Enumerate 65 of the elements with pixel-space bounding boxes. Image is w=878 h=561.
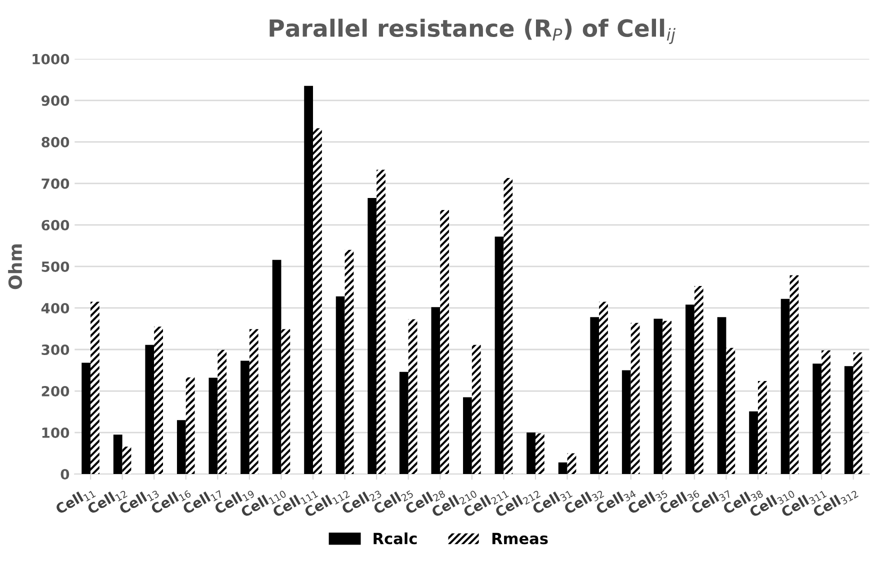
bar	[304, 86, 314, 474]
y-tick-label: 700	[42, 178, 70, 189]
y-tick-label: 0	[60, 469, 70, 480]
bar	[313, 128, 322, 474]
bar	[431, 307, 440, 474]
bar	[344, 250, 354, 474]
bar	[844, 366, 854, 474]
bar	[399, 372, 408, 474]
bar	[694, 286, 704, 474]
bar	[208, 378, 218, 474]
bar	[272, 260, 282, 474]
bar	[812, 364, 822, 474]
y-tick-label: 200	[42, 386, 70, 396]
bar	[440, 210, 450, 474]
bar	[526, 432, 536, 474]
bar	[726, 348, 736, 474]
y-tick-label: 400	[41, 302, 70, 314]
bar	[717, 317, 726, 474]
bar	[590, 317, 600, 474]
bar	[122, 446, 132, 474]
bar	[408, 319, 418, 474]
bar	[535, 433, 544, 474]
y-tick-label: 800	[42, 136, 70, 148]
y-tick-label: 1000	[32, 54, 70, 64]
bar	[654, 318, 663, 474]
bar	[90, 302, 100, 474]
legend-label: Rcalc	[374, 532, 417, 544]
bar	[749, 411, 758, 474]
bar	[822, 350, 830, 474]
bar	[472, 344, 481, 474]
legend-label: Rmeas	[492, 532, 548, 544]
bar	[218, 350, 227, 474]
bar	[186, 377, 195, 474]
bar	[630, 322, 640, 474]
bar	[790, 275, 799, 474]
bar	[780, 298, 790, 474]
bar	[558, 462, 568, 474]
y-tick-label: 300	[42, 344, 70, 355]
bar	[504, 178, 513, 474]
bar	[82, 362, 91, 474]
bar	[145, 344, 154, 474]
bar	[494, 236, 504, 474]
bar	[758, 381, 767, 474]
chart-title: Parallel resistance (R$_{P}$) of Cell$_{ij}$	[270, 18, 676, 44]
bar	[368, 198, 377, 474]
bar	[567, 453, 576, 474]
bar	[599, 302, 608, 474]
bar	[686, 304, 694, 474]
bar	[853, 352, 862, 474]
y-tick-label: 500	[42, 261, 70, 272]
y-axis-title: Ohm	[8, 244, 22, 290]
bar	[336, 296, 345, 474]
y-tick-label: 600	[42, 220, 70, 230]
bar	[154, 326, 163, 474]
bar	[463, 397, 472, 474]
bar	[113, 434, 122, 474]
bar	[376, 170, 386, 474]
bar	[662, 320, 672, 474]
bar	[240, 360, 250, 474]
bar	[176, 420, 186, 474]
bar	[281, 329, 290, 474]
bar	[622, 370, 631, 474]
y-tick-label: 900	[41, 95, 70, 106]
y-tick-label: 100	[42, 428, 70, 438]
bar	[249, 329, 258, 474]
